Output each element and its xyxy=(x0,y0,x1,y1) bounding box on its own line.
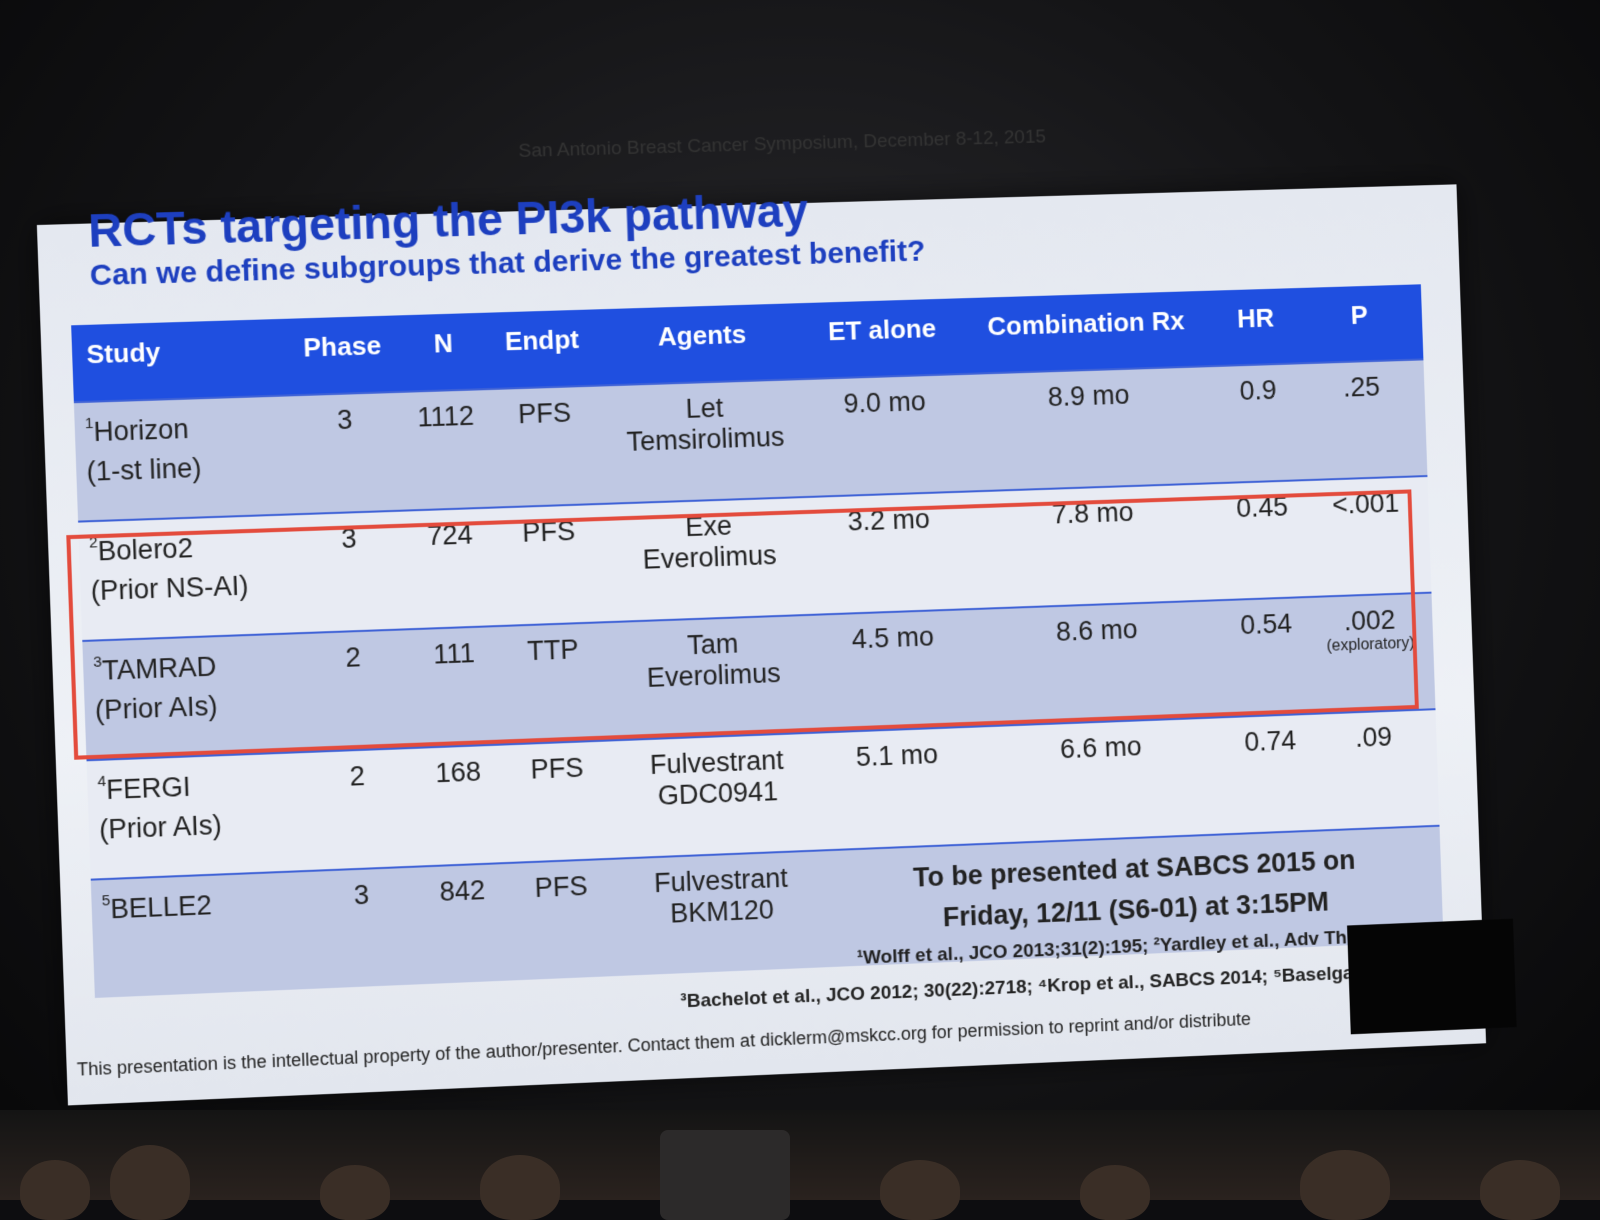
et-alone-cell: 9.0 mo xyxy=(808,374,963,497)
combination-cell: 7.8 mo xyxy=(962,483,1225,610)
phase-cell: 3 xyxy=(303,866,422,990)
projection-screen-frame: San Antonio Breast Cancer Symposium, Dec… xyxy=(36,126,1517,1106)
study-cell: 2Bolero2 (Prior NS-AI) xyxy=(78,514,296,641)
combination-cell: 8.9 mo xyxy=(958,365,1221,492)
phase-cell: 3 xyxy=(286,391,405,515)
agent-2: Everolimus xyxy=(646,657,782,693)
agent-2: GDC0941 xyxy=(657,776,779,811)
et-alone-cell: 3.2 mo xyxy=(812,491,967,615)
study-cell: 3TAMRAD (Prior AIs) xyxy=(82,633,300,761)
p-note: (exploratory) xyxy=(1326,634,1415,655)
combination-cell: 6.6 mo xyxy=(970,717,1233,845)
phase-cell: 3 xyxy=(291,510,410,634)
hr-cell: 0.9 xyxy=(1216,363,1302,484)
agents-cell: Exe Everolimus xyxy=(602,496,817,623)
et-alone-cell: 4.5 mo xyxy=(816,609,971,733)
n-cell: 842 xyxy=(417,863,510,985)
study-subtitle: (Prior AIs) xyxy=(98,809,223,846)
agent-2: Temsirolimus xyxy=(626,421,785,457)
hr-cell: 0.45 xyxy=(1220,480,1306,601)
n-cell: 111 xyxy=(409,626,502,748)
audience-head xyxy=(20,1160,90,1220)
col-agents: Agents xyxy=(595,302,809,386)
agent-2: Everolimus xyxy=(642,540,778,575)
audience-head xyxy=(480,1155,560,1220)
col-combination: Combination Rx xyxy=(955,290,1217,375)
endpt-cell: PFS xyxy=(493,503,607,627)
phone-silhouette xyxy=(660,1130,790,1220)
study-cell: 4FERGI (Prior AIs) xyxy=(86,752,304,880)
study-subtitle: (Prior NS-AI) xyxy=(90,570,249,607)
col-p: P xyxy=(1295,284,1424,364)
phase-cell: 2 xyxy=(295,629,414,753)
n-cell: 168 xyxy=(413,744,506,867)
rct-table: Study Phase N Endpt Agents ET alone Comb… xyxy=(71,284,1444,998)
col-hr: HR xyxy=(1213,288,1298,366)
p-cell: .002 (exploratory) xyxy=(1305,592,1436,714)
col-et-alone: ET alone xyxy=(806,298,959,379)
audience-head xyxy=(320,1165,390,1220)
study-subtitle: (Prior AIs) xyxy=(94,690,219,726)
study-name: BELLE2 xyxy=(110,889,213,925)
audience-silhouettes xyxy=(0,1110,1600,1220)
hr-cell: 0.74 xyxy=(1228,713,1315,835)
conference-header: San Antonio Breast Cancer Symposium, Dec… xyxy=(518,126,1047,162)
study-name: Horizon xyxy=(93,413,190,448)
et-alone-cell: 5.1 mo xyxy=(821,726,975,851)
study-cell: 5BELLE2 xyxy=(90,871,308,998)
study-name: Bolero2 xyxy=(97,532,194,567)
p-cell: <.001 xyxy=(1301,476,1432,598)
study-name: TAMRAD xyxy=(101,651,217,686)
col-n: N xyxy=(398,312,489,392)
podium-silhouette xyxy=(1347,918,1517,1035)
audience-head xyxy=(1300,1150,1390,1220)
combination-cell: 8.6 mo xyxy=(966,600,1229,727)
col-endpt: Endpt xyxy=(486,309,599,390)
study-cell: 1Horizon (1-st line) xyxy=(73,395,292,522)
agent-2: BKM120 xyxy=(669,894,775,929)
n-cell: 724 xyxy=(404,507,498,630)
study-name: FERGI xyxy=(105,771,192,806)
projected-slide: San Antonio Breast Cancer Symposium, Dec… xyxy=(36,126,1487,1106)
endpt-cell: TTP xyxy=(497,622,611,745)
p-cell: .09 xyxy=(1310,709,1440,831)
p-cell: .25 xyxy=(1297,359,1428,481)
audience-head xyxy=(880,1160,960,1220)
audience-head xyxy=(110,1145,190,1220)
agents-cell: Let Temsirolimus xyxy=(598,378,813,504)
phase-cell: 2 xyxy=(299,747,418,872)
p-value: .002 xyxy=(1343,604,1396,637)
n-cell: 1112 xyxy=(400,389,494,511)
col-phase: Phase xyxy=(284,315,401,396)
col-study: Study xyxy=(71,318,287,403)
hr-cell: 0.54 xyxy=(1224,597,1311,718)
agents-cell: Fulvestrant GDC0941 xyxy=(610,732,826,859)
agents-cell: Tam Everolimus xyxy=(606,614,822,741)
endpt-cell: PFS xyxy=(488,385,603,508)
audience-head xyxy=(1480,1160,1560,1220)
endpt-cell: PFS xyxy=(501,740,615,864)
study-subtitle: (1-st line) xyxy=(86,452,203,488)
audience-head xyxy=(1080,1165,1150,1220)
